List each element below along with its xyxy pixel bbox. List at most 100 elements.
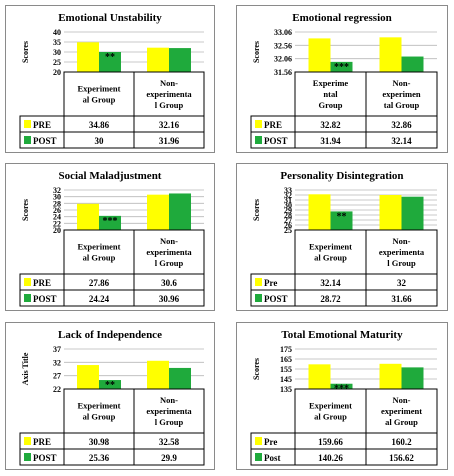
table-value: 27.86 <box>89 278 110 288</box>
bar-pre <box>147 360 169 389</box>
chart-title: Lack of Independence <box>58 329 162 341</box>
legend-swatch-post <box>24 294 31 302</box>
bar-pre <box>379 37 402 72</box>
category-label: experimen <box>382 89 421 99</box>
category-label: Experiment <box>309 401 352 411</box>
legend-swatch-pre <box>24 437 31 445</box>
bar-post <box>99 52 121 72</box>
y-tick-label: 145 <box>280 375 292 384</box>
category-label: Non- <box>160 78 178 88</box>
legend-label: PRE <box>33 120 51 130</box>
y-axis-title: Scores <box>252 199 261 221</box>
y-tick-label: 26 <box>53 206 61 215</box>
y-axis-title: Scores <box>252 41 261 63</box>
category-label: experimenta <box>379 247 425 257</box>
y-tick-label: 33.06 <box>274 28 292 37</box>
y-tick-label: 40 <box>53 28 61 37</box>
significance-marker: ** <box>105 52 115 63</box>
y-tick-label: 32.56 <box>274 41 292 50</box>
y-tick-label: 25 <box>53 58 61 67</box>
bar-post <box>99 380 121 389</box>
y-tick-label: 37 <box>53 345 61 354</box>
y-tick-label: 22 <box>53 385 61 394</box>
bar-pre <box>77 42 99 72</box>
table-value: 30.96 <box>159 294 180 304</box>
table-value: 159.66 <box>318 437 343 447</box>
bar-pre <box>308 194 331 230</box>
y-axis-title: Scores <box>21 199 30 221</box>
bar-pre <box>77 365 99 389</box>
category-label: Group <box>319 100 343 110</box>
category-label: experimenta <box>146 406 192 416</box>
y-tick-label: 32 <box>284 191 292 200</box>
category-label: al Group <box>83 412 116 422</box>
legend-label: PRE <box>264 120 282 130</box>
significance-marker: *** <box>103 216 118 227</box>
y-tick-label: 31 <box>284 196 292 205</box>
bar-post <box>401 367 424 389</box>
y-axis-title: Scores <box>252 358 261 380</box>
y-tick-label: 35 <box>53 38 61 47</box>
y-tick-label: 155 <box>280 365 292 374</box>
category-label: Non- <box>393 236 411 246</box>
bar-post <box>169 193 191 230</box>
table-value: 32.58 <box>159 437 180 447</box>
table-value: 31.96 <box>159 136 180 146</box>
y-tick-label: 175 <box>280 345 292 354</box>
legend-label: PRE <box>33 278 51 288</box>
y-axis-title: Axis Title <box>21 352 30 385</box>
legend-label: POST <box>33 453 57 463</box>
category-label: Non- <box>160 236 178 246</box>
category-label: l Group <box>387 258 416 268</box>
chart-panel-total-emotional-maturity: Total Emotional Maturity Scores 135 145 155… <box>236 322 448 470</box>
y-tick-label: 32.06 <box>274 55 292 64</box>
table-value: 32.16 <box>159 120 180 130</box>
table-value: 31.66 <box>391 294 412 304</box>
chart-panel-emotional-regression: Emotional regression Scores 31.56 32.06 32.… <box>236 5 448 153</box>
category-label: Non- <box>393 395 411 405</box>
legend-swatch-post <box>255 453 262 461</box>
chart-title: Total Emotional Maturity <box>281 329 403 341</box>
chart-title: Emotional regression <box>292 12 392 24</box>
category-label: l Group <box>155 258 184 268</box>
y-tick-label: 27 <box>284 216 292 225</box>
y-tick-label: 25 <box>284 226 292 235</box>
y-tick-label: 30 <box>284 201 292 210</box>
table-value: 32.14 <box>391 136 412 146</box>
category-label: Non- <box>160 395 178 405</box>
table-value: 160.2 <box>391 437 412 447</box>
y-tick-label: 20 <box>53 68 61 77</box>
y-tick-label: 29 <box>284 206 292 215</box>
y-tick-label: 33 <box>284 186 292 195</box>
category-label: Experiment <box>78 401 121 411</box>
table-value: 28.72 <box>320 294 341 304</box>
legend-label: Pre <box>264 278 277 288</box>
table-value: 32.82 <box>320 120 341 130</box>
bar-post <box>330 383 353 389</box>
legend-label: Pre <box>264 437 277 447</box>
chart-panel-personality-disintegration: Personality Disintegration Scores 25 26 27 2… <box>236 163 448 311</box>
category-label: l Group <box>155 100 184 110</box>
chart-title: Emotional Unstability <box>58 12 162 24</box>
category-label: Experiment <box>78 84 121 94</box>
legend-swatch-pre <box>255 120 262 128</box>
legend-swatch-pre <box>24 278 31 286</box>
bar-pre <box>379 195 402 230</box>
bar-post <box>330 211 353 230</box>
category-label: Experime <box>313 78 349 88</box>
bar-pre <box>308 38 331 72</box>
table-value: 32 <box>397 278 407 288</box>
bar-pre <box>379 363 402 389</box>
y-axis-title: Scores <box>21 41 30 63</box>
table-value: 29.9 <box>161 453 177 463</box>
legend-label: PRE <box>33 437 51 447</box>
category-label: experimenta <box>146 247 192 257</box>
table-value: 30 <box>95 136 105 146</box>
bar-post <box>330 61 353 72</box>
y-tick-label: 135 <box>280 385 292 394</box>
table-value: 32.14 <box>320 278 341 288</box>
chart-title: Personality Disintegration <box>280 170 404 182</box>
